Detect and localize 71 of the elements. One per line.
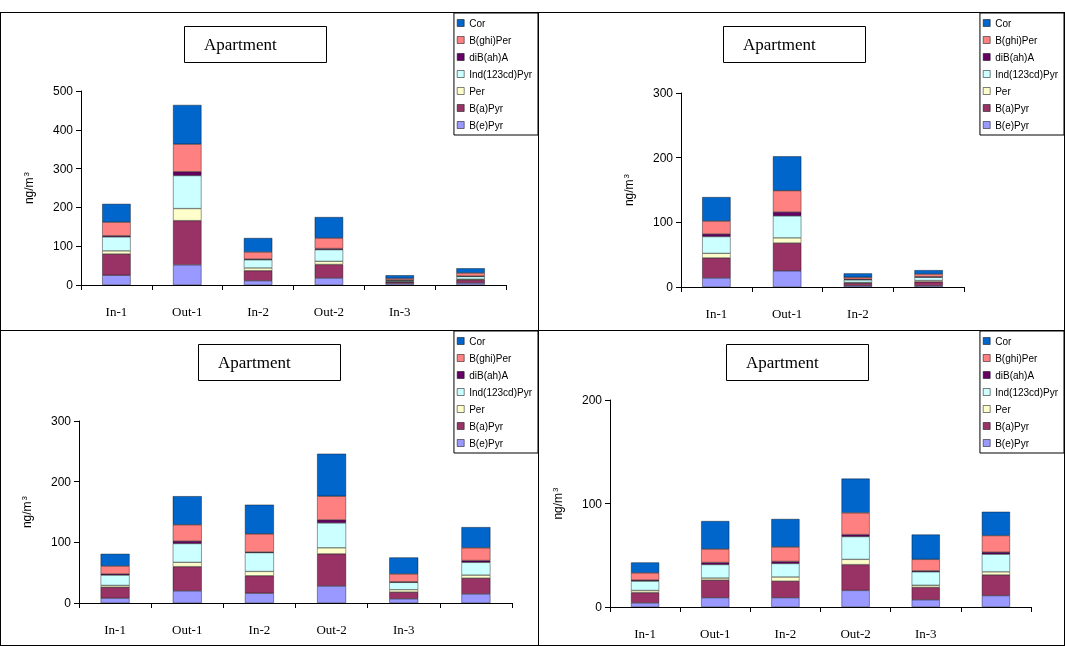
- y-tick-label: 0: [595, 600, 603, 614]
- legend-label: Per: [469, 85, 486, 97]
- legend-label: Per: [995, 403, 1012, 415]
- legend-label: diB(ah)A: [995, 51, 1035, 63]
- y-tick-label: 100: [52, 239, 74, 254]
- legend-label: B(e)Pyr: [995, 119, 1030, 131]
- legend-label: B(ghi)Per: [995, 34, 1039, 46]
- legend-label: diB(ah)A: [995, 369, 1035, 381]
- chart-title: Apartment: [218, 353, 291, 372]
- y-axis-title: ng/m3: [19, 495, 34, 529]
- y-tick-label: 500: [52, 84, 74, 98]
- legend-label: Ind(123cd)Pyr: [469, 386, 533, 398]
- y-axis-title: ng/m3: [21, 171, 36, 205]
- y-tick-label: 0: [66, 278, 74, 292]
- y-tick-label: 200: [52, 200, 74, 215]
- x-tick-label: Out-2: [313, 304, 345, 319]
- x-tick-label: In-3: [914, 626, 937, 641]
- legend-label: Ind(123cd)Pyr: [995, 386, 1059, 398]
- y-tick-label: 100: [581, 496, 603, 511]
- legend-label: Cor: [469, 335, 486, 347]
- y-tick-label: 0: [666, 280, 674, 294]
- legend-label: Per: [995, 85, 1012, 97]
- x-tick-label: Out-1: [700, 626, 731, 641]
- chart-title: Apartment: [204, 35, 277, 54]
- x-tick-label: In-2: [774, 626, 797, 641]
- y-axis-title: ng/m3: [550, 486, 565, 520]
- y-tick-label: 200: [50, 474, 72, 489]
- legend-label: B(e)Pyr: [469, 437, 504, 449]
- x-tick-label: In-2: [847, 306, 869, 321]
- x-tick-label: Out-2: [316, 622, 347, 637]
- legend-label: B(e)Pyr: [469, 119, 504, 131]
- y-tick-label: 100: [652, 215, 674, 230]
- legend-label: B(ghi)Per: [469, 34, 513, 46]
- legend-label: Ind(123cd)Pyr: [469, 68, 533, 80]
- legend-label: Cor: [995, 335, 1012, 347]
- y-axis-title: ng/m3: [621, 173, 636, 207]
- legend-label: Per: [469, 403, 486, 415]
- y-tick-label: 100: [50, 535, 72, 550]
- x-tick-label: Out-2: [840, 626, 871, 641]
- legend-label: Cor: [995, 17, 1012, 29]
- legend-label: Cor: [469, 17, 486, 29]
- x-tick-label: In-2: [248, 622, 271, 637]
- y-tick-label: 0: [64, 596, 72, 610]
- legend-label: B(a)Pyr: [469, 102, 504, 114]
- legend-label: B(a)Pyr: [995, 102, 1030, 114]
- legend-label: B(a)Pyr: [469, 420, 504, 432]
- legend-label: diB(ah)A: [469, 369, 509, 381]
- y-tick-label: 300: [52, 161, 74, 176]
- x-tick-label: Out-1: [771, 306, 803, 321]
- x-tick-label: In-3: [388, 304, 411, 319]
- y-tick-label: 300: [50, 414, 72, 428]
- x-tick-label: In-1: [104, 622, 126, 637]
- y-tick-label: 200: [652, 150, 674, 165]
- x-tick-label: In-1: [705, 306, 728, 321]
- y-tick-label: 200: [581, 393, 603, 407]
- x-tick-label: In-1: [634, 626, 656, 641]
- legend-label: B(e)Pyr: [995, 437, 1030, 449]
- y-tick-label: 300: [652, 86, 674, 100]
- x-tick-label: Out-1: [172, 622, 203, 637]
- chart-title: Apartment: [743, 35, 816, 54]
- x-tick-label: In-2: [247, 304, 269, 319]
- legend-label: diB(ah)A: [469, 51, 509, 63]
- legend-label: B(ghi)Per: [995, 352, 1039, 364]
- x-tick-label: Out-1: [172, 304, 203, 319]
- chart-title: Apartment: [746, 353, 819, 372]
- x-tick-label: In-1: [105, 304, 128, 319]
- legend-label: Ind(123cd)Pyr: [995, 68, 1059, 80]
- y-tick-label: 400: [52, 122, 74, 137]
- legend-label: B(ghi)Per: [469, 352, 513, 364]
- legend-label: B(a)Pyr: [995, 420, 1030, 432]
- x-tick-label: In-3: [392, 622, 415, 637]
